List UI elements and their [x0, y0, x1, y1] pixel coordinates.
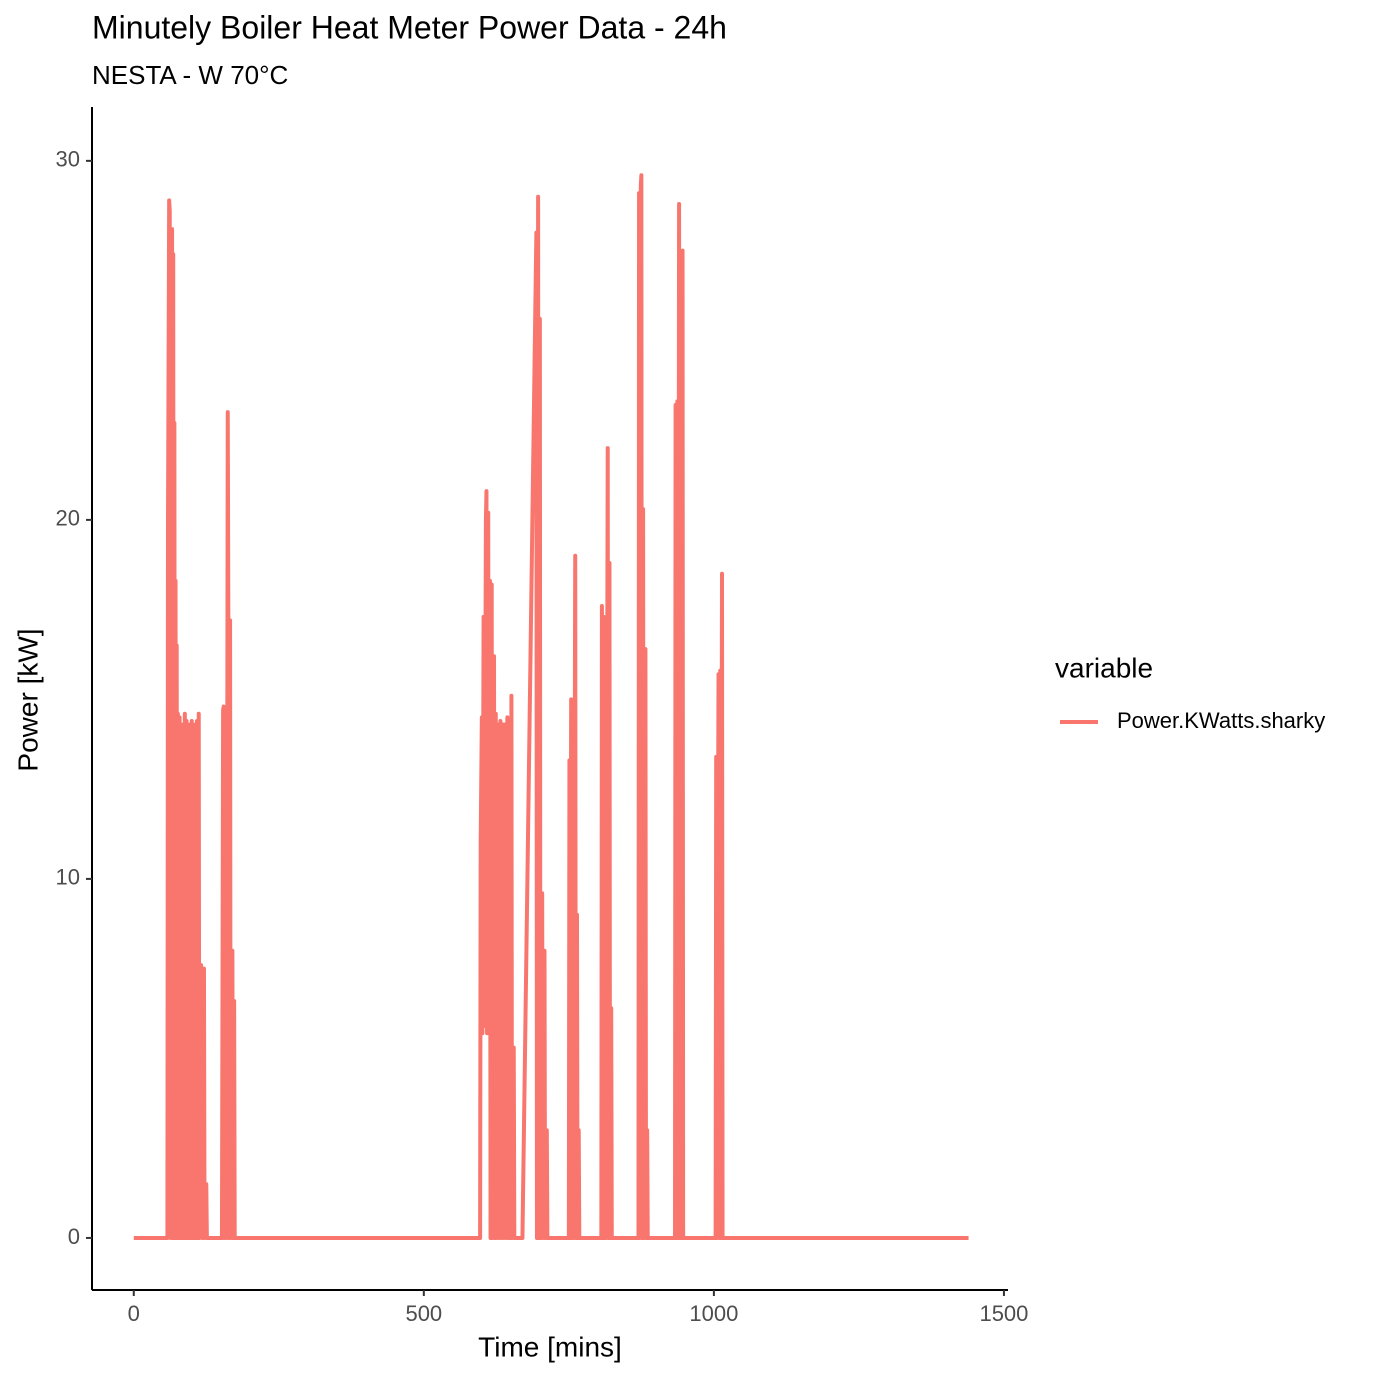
y-tick-label: 20: [56, 506, 80, 531]
line-series: [133, 173, 969, 1240]
x-tick-label: 1500: [979, 1301, 1028, 1326]
chart-title: Minutely Boiler Heat Meter Power Data - …: [92, 9, 727, 45]
x-tick-label: 1000: [689, 1301, 738, 1326]
x-tick-label: 500: [405, 1301, 442, 1326]
y-tick-label: 10: [56, 865, 80, 890]
chart-subtitle: NESTA - W 70°C: [92, 60, 288, 90]
y-tick-label: 0: [68, 1224, 80, 1249]
x-axis-label: Time [mins]: [478, 1331, 622, 1362]
x-tick-label: 0: [128, 1301, 140, 1326]
y-axis-label: Power [kW]: [12, 628, 43, 771]
legend-label: Power.KWatts.sharky: [1117, 708, 1325, 733]
y-tick-label: 30: [56, 147, 80, 172]
legend-title: variable: [1055, 652, 1153, 683]
